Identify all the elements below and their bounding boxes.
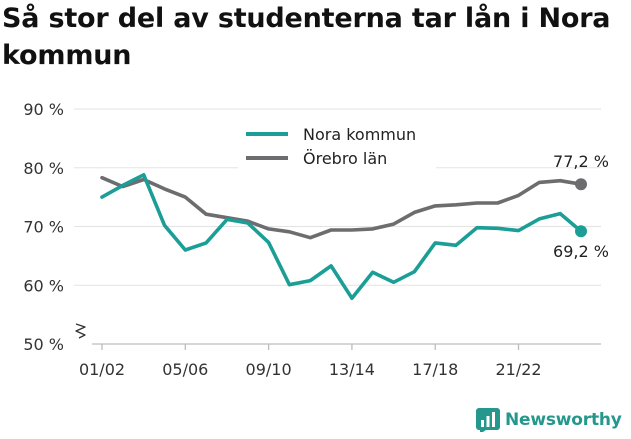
legend-label: Nora kommun <box>303 125 416 144</box>
y-tick-label: 80 % <box>23 159 64 178</box>
series-endpoint-nora-kommun <box>575 225 587 238</box>
y-tick-label: 60 % <box>23 276 64 295</box>
series-line--rebro-l-n <box>100 175 583 240</box>
x-tick-label: 21/22 <box>495 360 541 379</box>
y-tick-label: 50 % <box>23 335 64 354</box>
series-end-label: 69,2 % <box>553 242 609 261</box>
x-tick-label: 09/10 <box>246 360 292 379</box>
legend-box <box>238 118 436 170</box>
x-tick-label: 17/18 <box>412 360 458 379</box>
x-tick-label: 13/14 <box>329 360 375 379</box>
x-tick-label: 01/02 <box>79 360 125 379</box>
newsworthy-logo[interactable]: Newsworthy <box>476 408 622 432</box>
legend-label: Örebro län <box>303 149 387 168</box>
axis-break-icon <box>75 323 86 339</box>
series-endpoint--rebro-l-n <box>575 178 587 191</box>
chart-title: Så stor del av studenterna tar lån i Nor… <box>2 3 611 71</box>
newsworthy-logo-text: Newsworthy <box>505 410 622 430</box>
series-end-label: 77,2 % <box>553 152 609 171</box>
x-tick-label: 05/06 <box>162 360 208 379</box>
y-tick-label: 90 % <box>23 100 64 119</box>
newsworthy-logo-icon <box>476 408 500 432</box>
series-line-nora-kommun <box>100 173 583 301</box>
y-tick-label: 70 % <box>23 218 64 237</box>
